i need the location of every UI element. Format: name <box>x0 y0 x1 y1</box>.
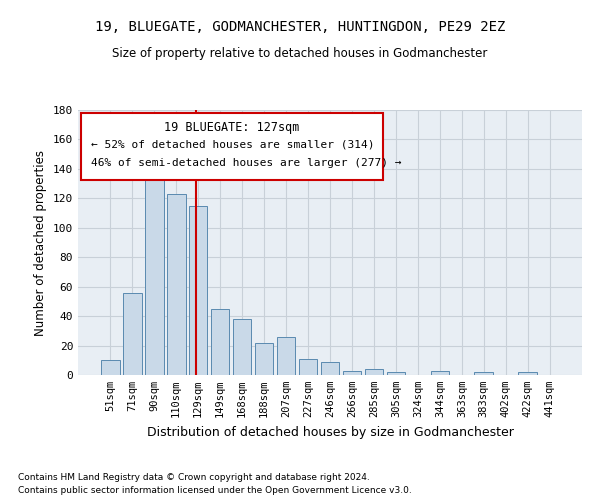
Bar <box>299 359 317 375</box>
Bar <box>343 370 361 375</box>
Bar <box>386 372 405 375</box>
Text: Contains HM Land Registry data © Crown copyright and database right 2024.: Contains HM Land Registry data © Crown c… <box>18 474 370 482</box>
Text: 19 BLUEGATE: 127sqm: 19 BLUEGATE: 127sqm <box>164 120 299 134</box>
Y-axis label: Number of detached properties: Number of detached properties <box>34 150 47 336</box>
Bar <box>211 308 229 375</box>
Bar <box>233 319 251 375</box>
Text: ← 52% of detached houses are smaller (314): ← 52% of detached houses are smaller (31… <box>91 139 374 149</box>
Text: 46% of semi-detached houses are larger (277) →: 46% of semi-detached houses are larger (… <box>91 158 401 168</box>
Bar <box>123 292 142 375</box>
Bar <box>277 336 295 375</box>
Text: 19, BLUEGATE, GODMANCHESTER, HUNTINGDON, PE29 2EZ: 19, BLUEGATE, GODMANCHESTER, HUNTINGDON,… <box>95 20 505 34</box>
Bar <box>167 194 185 375</box>
Bar <box>431 370 449 375</box>
Bar <box>189 206 208 375</box>
Bar <box>320 362 340 375</box>
FancyBboxPatch shape <box>80 112 383 180</box>
Bar <box>255 342 274 375</box>
Text: Size of property relative to detached houses in Godmanchester: Size of property relative to detached ho… <box>112 48 488 60</box>
Bar <box>475 372 493 375</box>
X-axis label: Distribution of detached houses by size in Godmanchester: Distribution of detached houses by size … <box>146 426 514 438</box>
Text: Contains public sector information licensed under the Open Government Licence v3: Contains public sector information licen… <box>18 486 412 495</box>
Bar <box>101 360 119 375</box>
Bar <box>518 372 537 375</box>
Bar <box>365 369 383 375</box>
Bar <box>145 169 164 375</box>
